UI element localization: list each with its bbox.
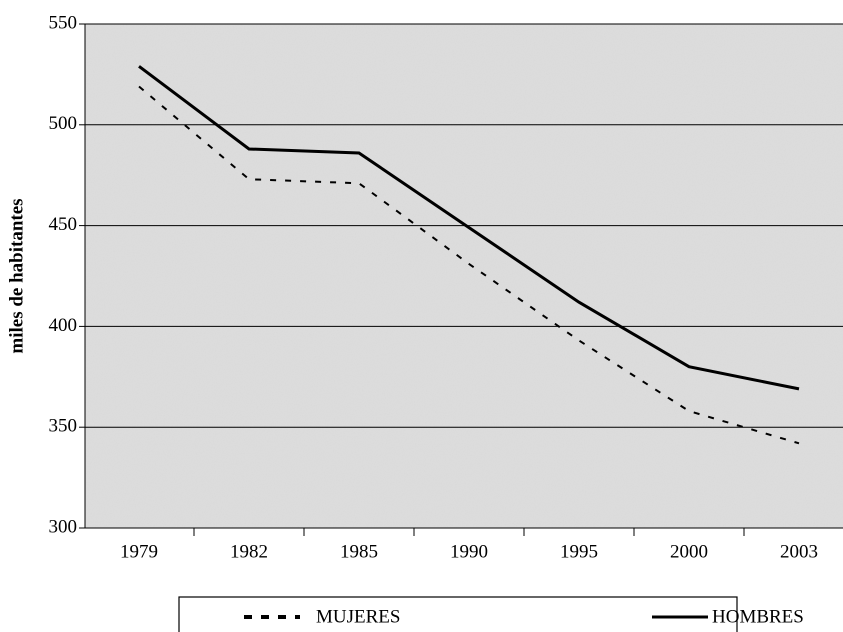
y-tick-label: 450 <box>49 214 78 235</box>
y-tick-label: 400 <box>49 315 78 336</box>
legend-box <box>178 596 738 632</box>
x-tick-label: 1985 <box>340 541 378 562</box>
y-axis-label: miles de habitantes <box>6 198 27 353</box>
series-line <box>138 65 800 391</box>
x-tick-label: 1995 <box>560 541 598 562</box>
x-tick-label: 1979 <box>120 541 158 562</box>
legend-label: HOMBRES <box>712 606 804 627</box>
y-tick-label: 550 <box>49 12 78 33</box>
x-tick-label: 2003 <box>780 541 818 562</box>
legend-label: MUJERES <box>316 606 400 627</box>
y-tick-label: 350 <box>49 416 78 437</box>
x-tick-label: 2000 <box>670 541 708 562</box>
x-tick-label: 1982 <box>230 541 268 562</box>
series-line <box>138 85 800 445</box>
y-tick-label: 500 <box>49 113 78 134</box>
y-tick-label: 300 <box>49 516 78 537</box>
plot-texture <box>85 24 843 528</box>
x-tick-label: 1990 <box>450 541 488 562</box>
